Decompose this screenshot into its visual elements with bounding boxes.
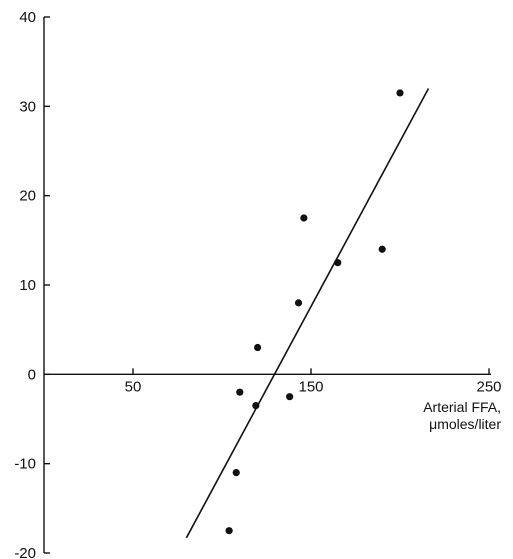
x-axis-title-line-2: μmoles/liter — [429, 416, 501, 432]
data-point — [232, 469, 240, 477]
data-point — [254, 343, 262, 352]
regression-line — [185, 88, 430, 539]
data-point — [378, 245, 386, 253]
y-tick-label: 0 — [28, 366, 36, 383]
y-tick-label: -10 — [14, 456, 36, 473]
x-tick-label: 150 — [298, 378, 323, 395]
data-point — [252, 402, 260, 410]
data-point — [286, 393, 294, 401]
data-point — [396, 89, 404, 97]
x-axis-title-line-1: Arterial FFA, — [423, 399, 501, 415]
x-ticks: 50 150 250 — [125, 368, 502, 395]
data-point — [225, 527, 233, 535]
data-point — [334, 259, 342, 267]
x-tick-label: 250 — [476, 378, 501, 395]
y-ticks: 40 30 20 10 0 -10 -20 — [14, 9, 50, 559]
x-tick-label: 50 — [125, 378, 142, 395]
x-axis-title: Arterial FFA, μmoles/liter — [423, 399, 501, 432]
y-tick-label: 10 — [19, 277, 36, 294]
data-points — [225, 89, 404, 535]
data-point — [294, 299, 303, 307]
data-point — [236, 388, 244, 396]
y-tick-label: 30 — [19, 98, 36, 115]
data-point — [300, 214, 308, 222]
y-tick-label: 20 — [19, 188, 36, 205]
y-tick-label: -20 — [14, 545, 36, 559]
y-tick-label: 40 — [19, 9, 36, 26]
